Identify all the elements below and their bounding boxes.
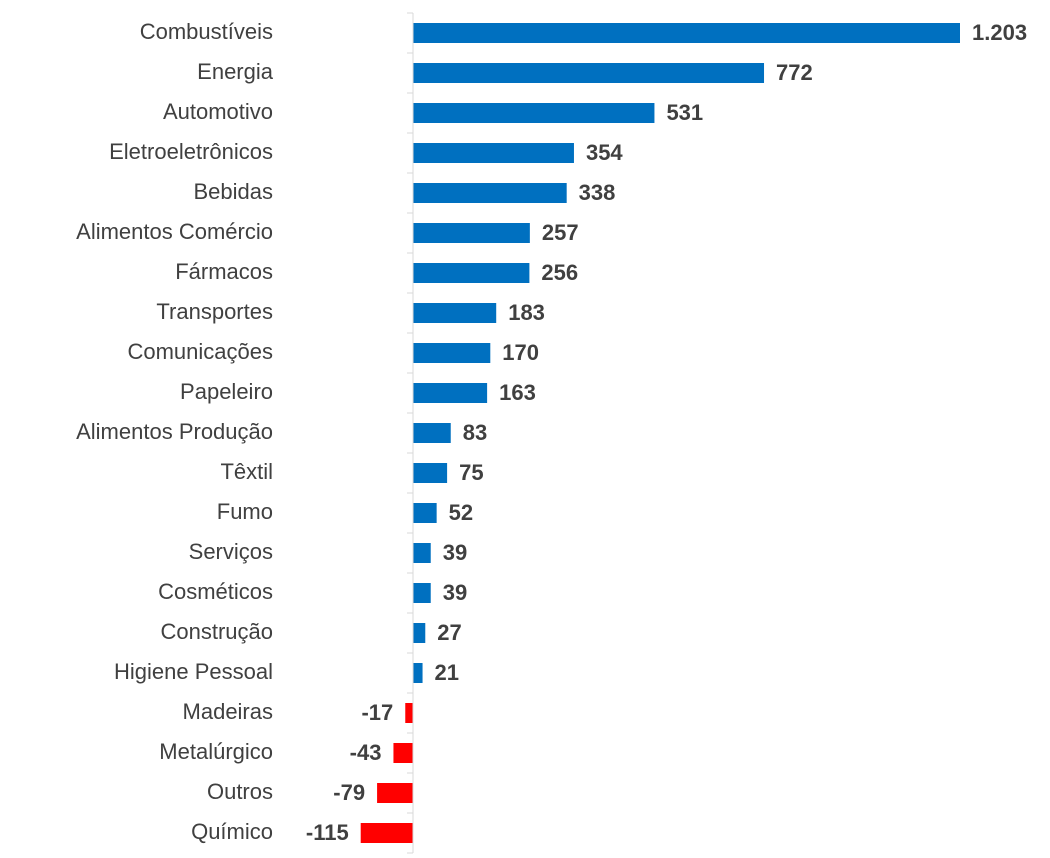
value-label: -79 bbox=[333, 780, 365, 805]
bar bbox=[413, 383, 488, 403]
category-label: Transportes bbox=[156, 299, 273, 324]
bar bbox=[413, 423, 451, 443]
category-label: Higiene Pessoal bbox=[114, 659, 273, 684]
value-label: 772 bbox=[776, 60, 813, 85]
bar bbox=[413, 583, 431, 603]
bar bbox=[393, 743, 413, 763]
category-label: Eletroeletrônicos bbox=[109, 139, 273, 164]
category-label: Bebidas bbox=[193, 179, 273, 204]
bar bbox=[377, 783, 413, 803]
bar bbox=[413, 63, 765, 83]
bar bbox=[413, 343, 491, 363]
bar bbox=[360, 823, 413, 843]
value-label: 21 bbox=[435, 660, 459, 685]
bar bbox=[413, 23, 960, 43]
category-label: Energia bbox=[197, 59, 274, 84]
bar bbox=[413, 263, 530, 283]
bar bbox=[413, 183, 567, 203]
bar bbox=[413, 543, 431, 563]
value-label: 52 bbox=[449, 500, 473, 525]
category-label: Construção bbox=[160, 619, 273, 644]
category-label: Alimentos Produção bbox=[76, 419, 273, 444]
category-label: Fumo bbox=[217, 499, 273, 524]
category-label: Madeiras bbox=[183, 699, 273, 724]
category-label: Metalúrgico bbox=[159, 739, 273, 764]
value-label: 75 bbox=[459, 460, 483, 485]
category-label: Cosméticos bbox=[158, 579, 273, 604]
value-label: 39 bbox=[443, 540, 467, 565]
bar bbox=[413, 623, 426, 643]
bar bbox=[413, 103, 655, 123]
value-label: 256 bbox=[541, 260, 578, 285]
value-label: 170 bbox=[502, 340, 539, 365]
value-label: 354 bbox=[586, 140, 623, 165]
category-label: Comunicações bbox=[127, 339, 273, 364]
category-label: Fármacos bbox=[175, 259, 273, 284]
bar bbox=[413, 463, 448, 483]
bar bbox=[413, 143, 574, 163]
bar bbox=[413, 663, 423, 683]
category-label: Combustíveis bbox=[140, 19, 273, 44]
category-label: Outros bbox=[207, 779, 273, 804]
value-label: 257 bbox=[542, 220, 579, 245]
value-label: 27 bbox=[437, 620, 461, 645]
value-label: 531 bbox=[666, 100, 703, 125]
bar bbox=[413, 503, 437, 523]
value-label: -43 bbox=[350, 740, 382, 765]
category-label: Têxtil bbox=[220, 459, 273, 484]
bar bbox=[405, 703, 413, 723]
category-label: Serviços bbox=[189, 539, 273, 564]
category-label: Automotivo bbox=[163, 99, 273, 124]
bar bbox=[413, 223, 530, 243]
value-label: 1.203 bbox=[972, 20, 1027, 45]
category-label: Alimentos Comércio bbox=[76, 219, 273, 244]
value-label: 183 bbox=[508, 300, 545, 325]
value-label: 338 bbox=[579, 180, 616, 205]
category-label: Químico bbox=[191, 819, 273, 844]
value-label: 83 bbox=[463, 420, 487, 445]
value-label: 39 bbox=[443, 580, 467, 605]
value-label: 163 bbox=[499, 380, 536, 405]
value-label: -17 bbox=[361, 700, 393, 725]
category-label: Papeleiro bbox=[180, 379, 273, 404]
value-label: -115 bbox=[306, 820, 349, 845]
bar bbox=[413, 303, 497, 323]
